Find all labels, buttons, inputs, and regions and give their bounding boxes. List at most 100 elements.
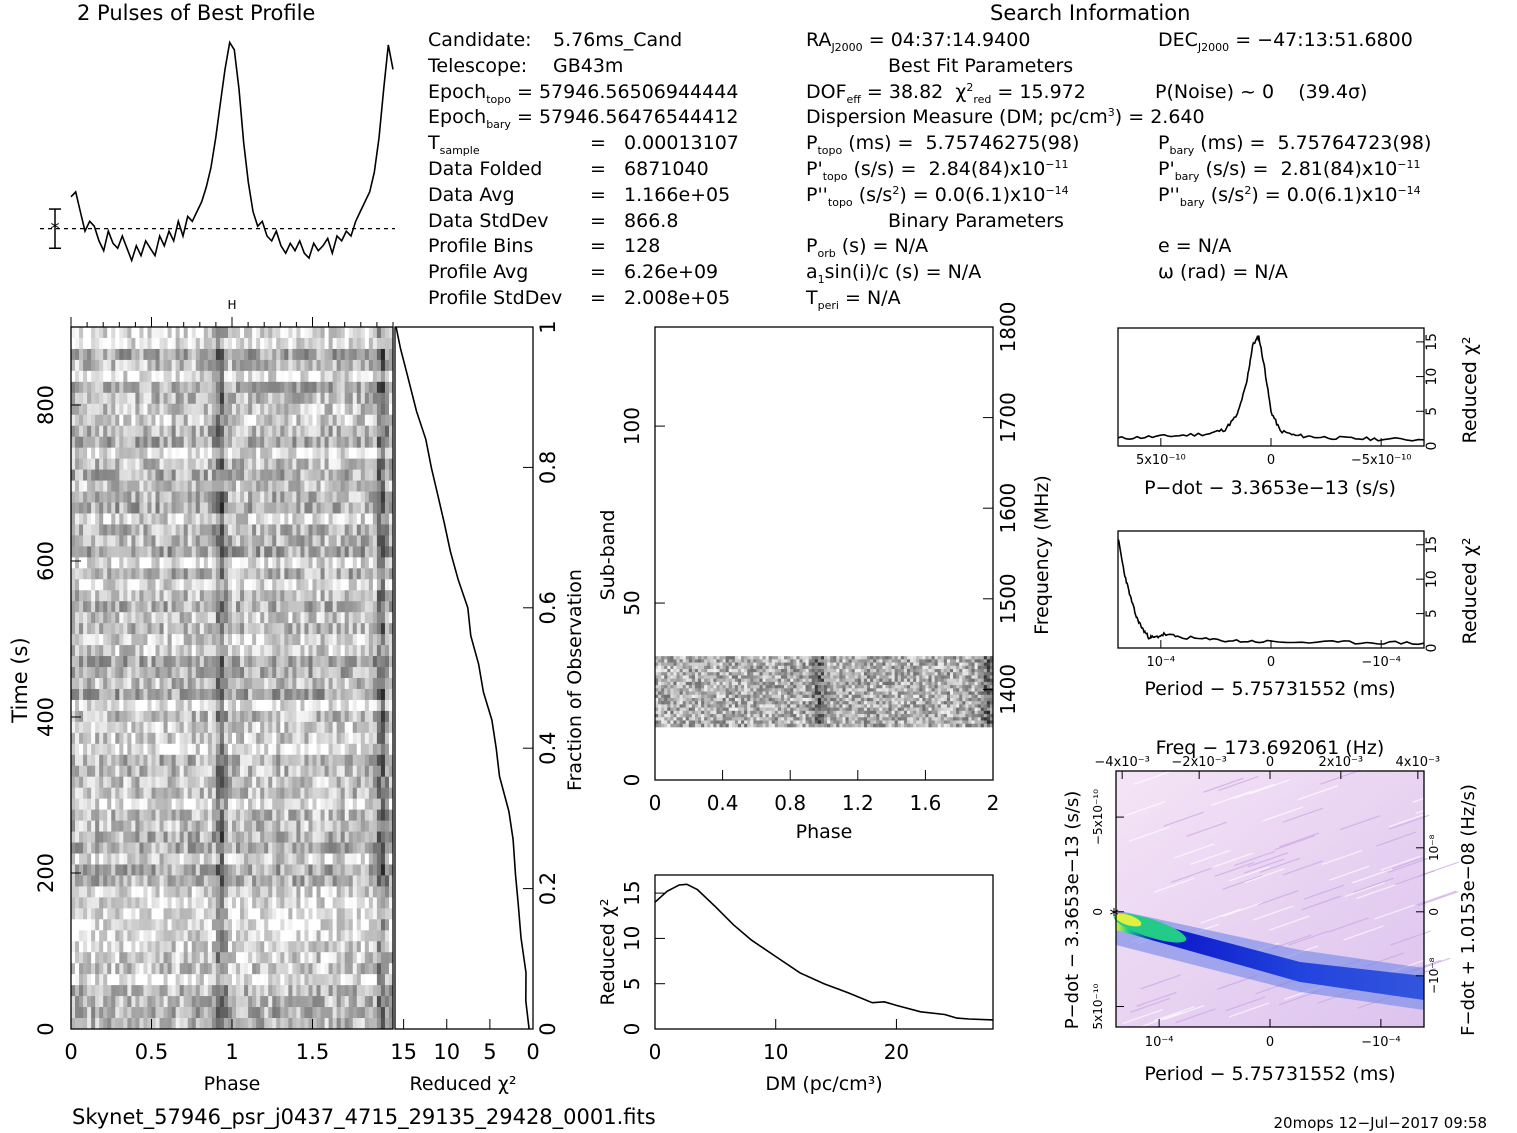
heat-cell [316,579,321,591]
heat-cell [324,875,330,887]
heat-cell [352,919,358,931]
heat-cell [103,743,108,756]
heat-cell [308,502,313,514]
heat-cell [199,348,205,361]
heat-cell [340,392,346,405]
heat-cell [227,447,233,460]
heat-cell [264,798,269,811]
heat-cell [288,908,293,920]
heat-cell [352,688,358,701]
heat-cell [280,491,285,503]
heat-cell [364,634,370,646]
heat-cell [215,721,221,734]
heat-cell [127,897,132,909]
heat-cell [364,601,370,613]
heat-cell [115,754,120,767]
heat-cell [360,721,366,734]
heat-cell [215,502,221,514]
heat-cell [199,469,205,481]
heat-cell [115,403,120,416]
heat-cell [219,546,225,558]
heat-cell [143,513,148,525]
heat-cell [119,831,124,843]
heat-cell [268,535,273,547]
heat-cell [123,798,128,811]
heat-cell [107,743,112,756]
heat-cell [91,974,96,986]
heat-cell [171,656,177,668]
heat-cell [199,403,205,416]
heat-cell [183,447,189,460]
heat-cell [272,458,277,470]
heat-cell [111,941,116,953]
heat-cell [107,491,112,503]
heat-cell [320,425,325,438]
heat-cell [187,710,193,723]
heat-cell [223,897,229,909]
heat-cell [111,403,116,416]
heat-cell [147,579,152,591]
heat-cell [123,721,128,734]
heat-cell [256,941,261,953]
heat-cell [284,634,289,646]
heat-cell [91,996,96,1008]
heat-cell [348,403,354,416]
heat-cell [115,359,120,372]
heat-cell [155,348,160,361]
heat-cell [320,348,325,361]
heat-cell [340,853,346,865]
heat-cell [215,809,221,821]
heat-cell [268,381,273,394]
heat-cell [163,941,168,953]
heat-cell [179,765,185,778]
heat-cell [292,963,297,975]
heat-cell [119,908,124,920]
heat-cell [179,469,185,481]
heat-cell [328,908,334,920]
heat-cell [75,524,80,536]
heat-cell [147,557,152,569]
heat-cell [187,337,193,350]
heat-cell [131,820,136,832]
heat-cell [187,579,193,591]
heat-cell [127,469,132,481]
heat-cell [316,743,321,756]
heat-cell [103,579,108,591]
heat-cell [215,754,221,767]
heat-cell [163,754,168,767]
heat-cell [163,853,168,865]
heat-cell [316,557,321,569]
heat-cell [151,721,156,734]
heat-cell [111,754,116,767]
heat-cell [232,348,237,361]
heat-cell [376,864,382,876]
heat-cell [380,601,386,613]
heat-cell [380,886,386,898]
heat-cell [99,721,104,734]
heat-cell [264,809,269,821]
heat-cell [312,612,317,624]
heat-cell [248,864,253,876]
heat-cell [131,458,136,470]
heat-cell [352,348,358,361]
heat-cell [316,798,321,811]
heat-cell [260,754,265,767]
heat-cell [75,688,80,701]
heat-cell [163,546,168,558]
heat-cell [232,963,237,975]
heat-cell [272,809,277,821]
heat-cell [344,392,350,405]
heat-cell [256,765,261,778]
heat-cell [280,985,285,997]
heat-cell [83,337,88,350]
heat-cell [147,667,152,679]
heat-cell [163,667,168,679]
heat-cell [87,963,92,975]
heat-cell [236,568,241,580]
heat-cell [232,798,237,811]
heat-cell [344,381,350,394]
heat-cell [348,535,354,547]
heat-cell [87,579,92,591]
heat-cell [300,524,305,536]
heat-cell [260,436,265,449]
